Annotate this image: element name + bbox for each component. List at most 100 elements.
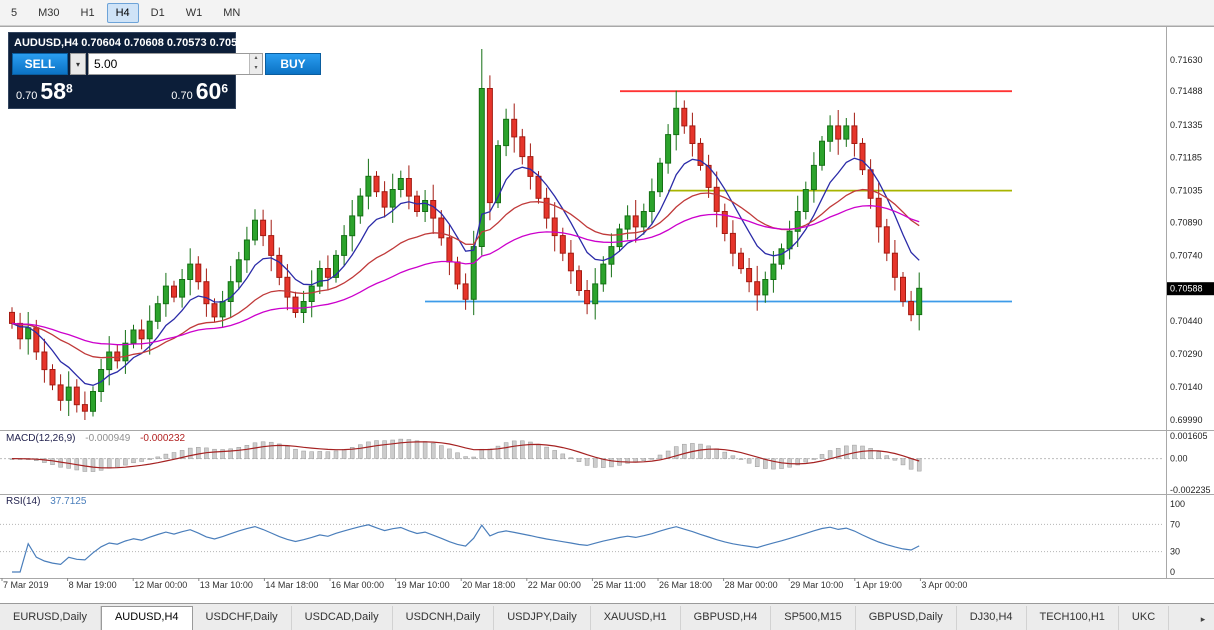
macd-histogram-bar xyxy=(706,445,711,459)
candle-body xyxy=(632,215,639,228)
price-axis-label: 0.71185 xyxy=(1170,153,1202,163)
current-price-label: 0.70588 xyxy=(1170,284,1203,294)
chart-tab-xauusd-h1[interactable]: XAUUSD,H1 xyxy=(591,606,681,630)
candle-body xyxy=(705,164,712,188)
candle-body xyxy=(341,235,348,256)
macd-histogram-bar xyxy=(657,454,663,459)
macd-histogram-bar xyxy=(860,445,865,459)
chart-tab-usdcad-daily[interactable]: USDCAD,Daily xyxy=(292,606,393,630)
macd-histogram-bar xyxy=(309,451,314,459)
timeframe-button-h1[interactable]: H1 xyxy=(80,6,95,19)
candle-body xyxy=(875,197,882,228)
chart-tab-usdchf-daily[interactable]: USDCHF,Daily xyxy=(193,606,292,630)
macd-histogram-bar xyxy=(228,448,233,459)
chart-tab-gbpusd-daily[interactable]: GBPUSD,Daily xyxy=(856,606,957,630)
candle-body xyxy=(365,175,372,197)
candle-body xyxy=(721,211,728,234)
macd-histogram-bar xyxy=(333,450,339,459)
buy-price-display[interactable]: 0.70 606 xyxy=(122,78,232,105)
candle-body xyxy=(65,386,72,401)
volume-field: ▴ ▾ xyxy=(88,53,263,75)
candle-body xyxy=(73,386,80,406)
price-axis-label: 0.71488 xyxy=(1170,86,1203,96)
macd-histogram-bar xyxy=(82,458,88,472)
sell-price-display[interactable]: 0.70 588 xyxy=(12,78,122,105)
macd-histogram-bar xyxy=(520,440,525,459)
macd-histogram-bar xyxy=(503,442,509,459)
macd-histogram-bar xyxy=(398,438,404,459)
buy-button[interactable]: BUY xyxy=(265,53,321,75)
time-axis-label: 20 Mar 18:00 xyxy=(462,580,515,590)
macd-histogram-bar xyxy=(609,458,614,468)
chart-tab-tech100-h1[interactable]: TECH100,H1 xyxy=(1027,606,1119,630)
chart-tab-dj30-h4[interactable]: DJ30,H4 xyxy=(957,606,1027,630)
candle-body xyxy=(648,191,655,212)
rsi-axis-label: 70 xyxy=(1170,519,1180,529)
price-axis-label: 0.71335 xyxy=(1170,120,1203,130)
chart-tab-sp500-m15[interactable]: SP500,M15 xyxy=(771,606,856,630)
chart-tab-usdjpy-daily[interactable]: USDJPY,Daily xyxy=(494,606,591,630)
one-click-trading-panel: AUDUSD,H4 0.70604 0.70608 0.70573 0.7058… xyxy=(8,32,321,109)
macd-histogram-bar xyxy=(366,441,371,459)
time-axis-label: 26 Mar 18:00 xyxy=(659,580,712,590)
candle-body xyxy=(470,246,477,300)
macd-histogram-bar xyxy=(868,448,873,459)
candle-body xyxy=(284,276,291,298)
candle-body xyxy=(786,230,793,250)
chart-tab-audusd-h4[interactable]: AUDUSD,H4 xyxy=(100,606,193,630)
candle-body xyxy=(835,125,842,140)
timeframe-button-d1[interactable]: D1 xyxy=(150,6,165,19)
candle-body xyxy=(511,118,518,138)
chart-area[interactable]: 0.71630 0.71488 0.71335 0.71185 0.71035 0.708… xyxy=(0,26,1214,603)
macd-histogram-bar xyxy=(560,453,566,459)
price-chart-canvas[interactable]: 0.716300.714880.713350.711850.710350.708… xyxy=(0,26,1214,603)
candle-body xyxy=(130,329,137,344)
candle-body xyxy=(211,303,218,318)
chart-tab-gbpusd-h4[interactable]: GBPUSD,H4 xyxy=(681,606,772,630)
time-axis-label: 3 Apr 00:00 xyxy=(921,580,967,590)
chart-tab-usdcnh-daily[interactable]: USDCNH,Daily xyxy=(393,606,495,630)
timeframe-button-5[interactable]: 5 xyxy=(11,6,18,19)
timeframe-button-m30[interactable]: M30 xyxy=(38,6,60,19)
volume-dropdown-button[interactable]: ▾ xyxy=(70,53,86,75)
candle-body xyxy=(519,136,526,158)
macd-histogram-bar xyxy=(358,444,363,459)
timeframe-button-w1[interactable]: W1 xyxy=(185,6,203,19)
volume-input[interactable] xyxy=(89,54,249,74)
candle-body xyxy=(308,285,315,303)
macd-histogram-bar xyxy=(301,450,306,459)
sell-price-prefix: 0.70 xyxy=(16,90,38,102)
rsi-indicator-label: RSI(14) 37.7125 xyxy=(6,496,86,507)
timeframe-toolbar: 5 M30 H1 H4 D1 W1 MN xyxy=(0,0,1214,26)
macd-histogram-bar xyxy=(528,441,533,459)
time-axis-label: 12 Mar 00:00 xyxy=(134,580,187,590)
timeframe-button-h4[interactable]: H4 xyxy=(106,2,139,23)
volume-increase-button[interactable]: ▴ xyxy=(250,54,262,64)
chart-tab-eurusd-daily[interactable]: EURUSD,Daily xyxy=(0,606,101,630)
tabs-scroll-right-button[interactable]: ▸ xyxy=(1194,611,1212,627)
price-axis-label: 0.70290 xyxy=(1170,349,1203,359)
candle-body xyxy=(154,303,161,322)
sell-button[interactable]: SELL xyxy=(12,53,68,75)
candle-body xyxy=(57,384,64,401)
chart-tab-ukc[interactable]: UKC xyxy=(1119,606,1170,630)
candle-body xyxy=(397,178,404,190)
candle-body xyxy=(81,404,88,412)
macd-signal-line xyxy=(11,441,920,469)
macd-histogram-bar xyxy=(892,458,898,461)
timeframe-button-mn[interactable]: MN xyxy=(223,6,241,19)
rsi-current-value: 37.7125 xyxy=(50,496,87,507)
volume-decrease-button[interactable]: ▾ xyxy=(250,64,262,74)
candle-body xyxy=(916,287,923,316)
macd-signal-value: -0.000232 xyxy=(140,433,186,444)
macd-histogram-bar xyxy=(536,443,541,459)
macd-histogram-bar xyxy=(277,443,282,459)
rsi-line xyxy=(12,524,920,573)
candle-body xyxy=(535,175,542,199)
candle-body xyxy=(754,281,761,296)
macd-histogram-bar xyxy=(317,451,323,459)
candle-body xyxy=(324,268,331,278)
time-axis-label: 25 Mar 11:00 xyxy=(593,580,645,590)
candle-body xyxy=(276,254,283,278)
macd-histogram-bar xyxy=(835,448,841,459)
